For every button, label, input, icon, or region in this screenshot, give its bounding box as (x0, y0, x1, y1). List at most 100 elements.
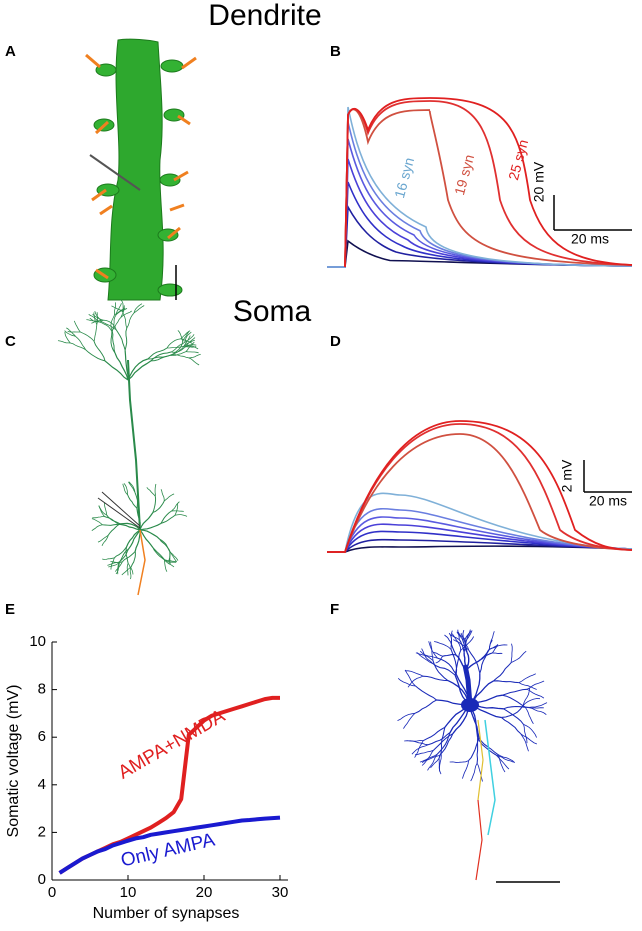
neurite (520, 733, 538, 745)
neurite (437, 657, 457, 675)
neurite (152, 500, 165, 513)
neurite (110, 557, 115, 570)
neurite (147, 347, 168, 360)
neurite (128, 481, 136, 493)
x-axis-label: Number of synapses (93, 905, 240, 922)
y-tick-label: 6 (38, 728, 46, 745)
trace-label: 19 syn (451, 153, 477, 197)
neurite (67, 331, 81, 333)
neurite (150, 351, 172, 362)
neurite (503, 708, 524, 725)
neurite (164, 559, 177, 562)
neurite (108, 561, 120, 568)
neurite (115, 561, 123, 572)
neurite (104, 502, 107, 515)
trace (327, 507, 633, 553)
neurite (466, 630, 473, 640)
neurite (127, 360, 152, 381)
neurite (462, 760, 469, 779)
heading: Soma (233, 295, 312, 328)
neurite (57, 340, 71, 344)
neurite (510, 650, 527, 664)
neurite (502, 688, 528, 696)
neurite (130, 551, 136, 568)
neurite (468, 737, 480, 761)
neurite (134, 492, 138, 509)
voltage-traces (327, 420, 633, 553)
scale-label: 20 ms (589, 493, 627, 509)
neurite (465, 652, 470, 671)
y-tick-label: 8 (38, 681, 46, 698)
neurite (169, 551, 178, 563)
neurite (466, 629, 471, 640)
y-axis-label: Somatic voltage (mV) (5, 685, 22, 838)
neurite (449, 760, 469, 763)
neurite (163, 493, 175, 502)
neurite (159, 538, 171, 552)
neurite (415, 685, 437, 701)
neurite (419, 650, 438, 659)
neurite (91, 319, 104, 324)
neurite (166, 338, 181, 349)
neurite (188, 357, 200, 366)
neurite (182, 330, 190, 343)
neurite (520, 733, 529, 752)
neurite (174, 514, 188, 517)
neurite (518, 673, 536, 683)
neurite (433, 651, 443, 657)
neurite (439, 733, 454, 756)
neurite (125, 529, 141, 548)
neurite (115, 329, 126, 351)
neurite (495, 754, 510, 770)
neurite (119, 522, 141, 531)
neurite (174, 503, 179, 516)
x-tick-label: 10 (120, 884, 137, 901)
neurite (73, 320, 81, 333)
neurite (96, 312, 98, 325)
neurite (154, 483, 157, 497)
neurite (122, 311, 128, 329)
neurite (184, 331, 192, 343)
neurite (523, 724, 528, 744)
neurite (427, 753, 438, 771)
trace (327, 158, 633, 268)
neurite (114, 352, 129, 381)
trace (344, 108, 633, 268)
neurite (171, 501, 180, 512)
panel-label: B (330, 43, 341, 60)
neurite (470, 763, 478, 782)
neurite (127, 494, 138, 509)
trace (327, 433, 633, 553)
trace (344, 97, 633, 268)
x-tick-label: 30 (272, 884, 289, 901)
neurite (439, 752, 442, 772)
neurite (129, 566, 132, 580)
neurite (80, 331, 95, 342)
neurite (152, 547, 165, 560)
neurite (128, 529, 141, 550)
trace (327, 106, 633, 268)
neurite (479, 649, 490, 674)
neurite (104, 516, 120, 525)
neurite (122, 550, 136, 562)
neurite (125, 546, 129, 564)
neurite (160, 489, 165, 502)
neurite (185, 337, 196, 347)
neurite (183, 344, 197, 347)
neurite (407, 675, 424, 688)
neurite (458, 639, 465, 653)
neurite (502, 694, 526, 708)
neurite (139, 529, 154, 549)
neurite (115, 562, 120, 575)
neurite (444, 634, 452, 643)
neurite (476, 763, 483, 782)
panel-label: D (330, 333, 341, 350)
neurite (422, 675, 449, 682)
neurite (526, 688, 545, 699)
dendrite-image (85, 38, 197, 301)
neurite (450, 630, 453, 650)
neurite (107, 561, 120, 566)
neurite (477, 719, 484, 801)
neurite (139, 512, 154, 531)
neurite (128, 481, 136, 493)
